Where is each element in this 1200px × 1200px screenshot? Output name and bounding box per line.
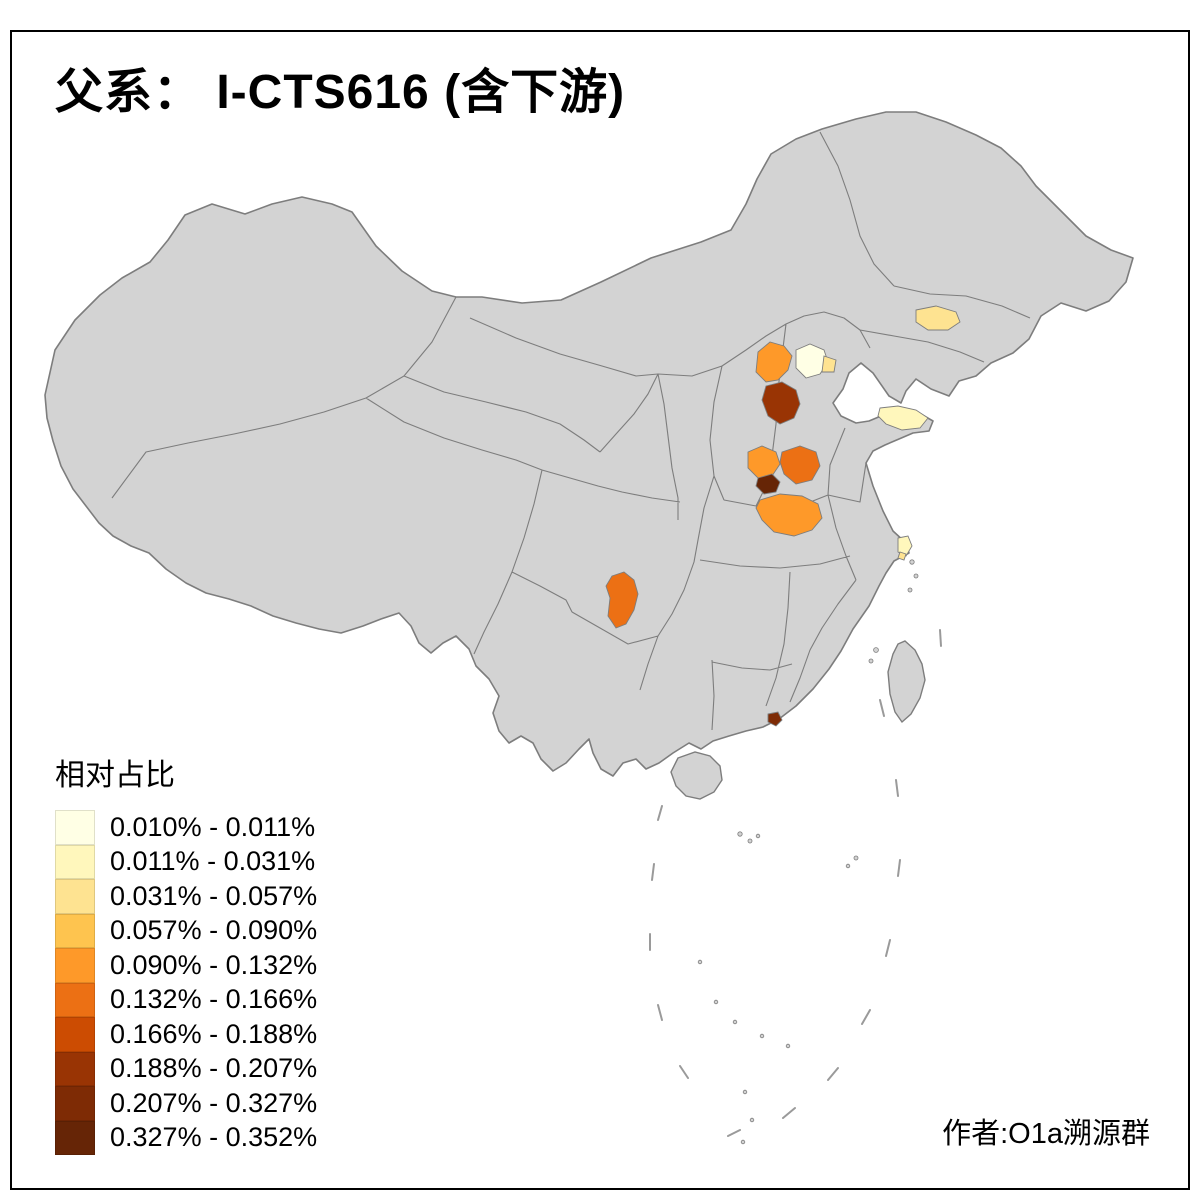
hainan-island [670, 751, 723, 800]
highlight-region-3 [821, 355, 837, 373]
legend-swatch [55, 1017, 95, 1052]
page-title: 父系： I-CTS616 (含下游) [55, 66, 626, 119]
legend-label: 0.327% - 0.352% [110, 1122, 318, 1153]
highlight-region-10 [755, 493, 823, 537]
highlight-region-4 [761, 381, 801, 425]
legend-item: 0.166% - 0.188% [55, 1017, 385, 1052]
legend-swatch [55, 810, 95, 845]
legend-item: 0.207% - 0.327% [55, 1086, 385, 1121]
highlight-region-1 [755, 341, 793, 383]
highlight-region-13 [897, 551, 907, 561]
legend-swatch [55, 982, 95, 1017]
author-credit: 作者:O1a溯源群 [942, 1118, 1150, 1150]
legend-item: 0.090% - 0.132% [55, 948, 385, 983]
legend-item: 0.031% - 0.057% [55, 879, 385, 914]
legend-label: 0.166% - 0.188% [110, 1018, 318, 1049]
legend-swatch [55, 1120, 95, 1155]
highlight-region-8 [779, 445, 821, 485]
legend-label: 0.207% - 0.327% [110, 1087, 318, 1118]
highlight-region-5 [915, 305, 961, 331]
legend-swatch [55, 1051, 95, 1086]
legend-item: 0.011% - 0.031% [55, 844, 385, 879]
island-specks [697, 559, 919, 1145]
legend-label: 0.090% - 0.132% [110, 949, 318, 980]
nine-dash-line-marks [649, 629, 942, 1137]
highlight-region-6 [877, 405, 929, 431]
legend-label: 0.188% - 0.207% [110, 1053, 318, 1084]
highlight-region-11 [605, 571, 639, 629]
legend-swatch [55, 844, 95, 879]
legend-item: 0.132% - 0.166% [55, 982, 385, 1017]
legend-title: 相对占比 [55, 759, 175, 792]
legend-swatch [55, 1086, 95, 1121]
province-borders [111, 131, 1031, 731]
taiwan-island [887, 640, 926, 724]
legend: 相对占比 0.010% - 0.011% 0.011% - 0.031% 0.0… [55, 750, 385, 1155]
legend-item: 0.327% - 0.352% [55, 1120, 385, 1155]
legend-item: 0.057% - 0.090% [55, 913, 385, 948]
legend-swatch [55, 879, 95, 914]
legend-swatch [55, 948, 95, 983]
legend-item: 0.010% - 0.011% [55, 810, 385, 845]
highlight-region-7 [747, 445, 781, 479]
legend-label: 0.031% - 0.057% [110, 880, 318, 911]
legend-label: 0.132% - 0.166% [110, 984, 318, 1015]
legend-label: 0.057% - 0.090% [110, 915, 318, 946]
highlight-regions [605, 305, 961, 727]
highlight-region-14 [767, 711, 783, 727]
legend-swatch [55, 913, 95, 948]
highlight-region-9 [755, 473, 781, 495]
highlight-region-12 [897, 535, 913, 557]
legend-label: 0.010% - 0.011% [110, 811, 316, 842]
legend-item: 0.188% - 0.207% [55, 1051, 385, 1086]
legend-label: 0.011% - 0.031% [110, 846, 316, 877]
